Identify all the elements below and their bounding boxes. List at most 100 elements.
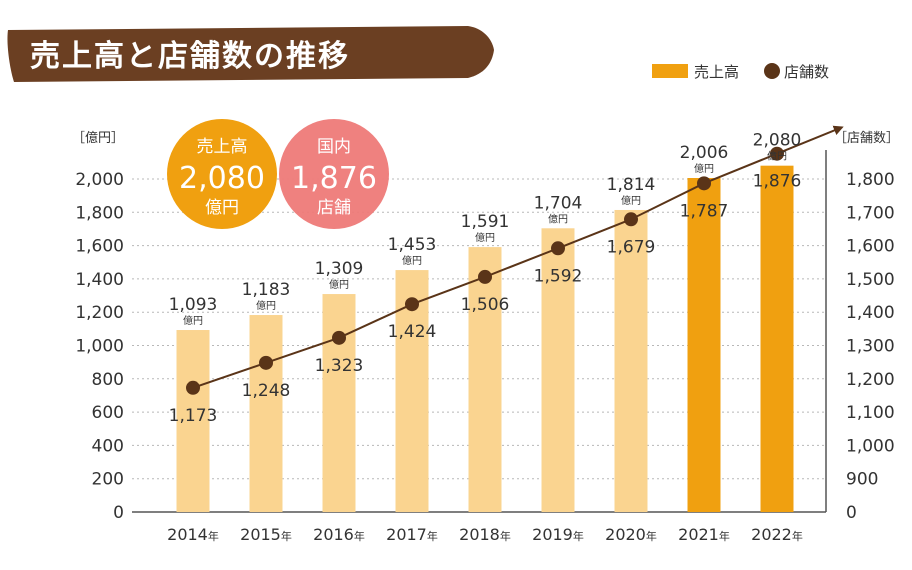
category-label-2016: 2016年: [313, 525, 365, 544]
sales-unit-label-2016: 億円: [329, 278, 349, 291]
sales-value-label-2021: 2,006: [680, 143, 729, 163]
highlight-stores-disc: [279, 119, 389, 229]
bar-2018: [468, 247, 502, 512]
legend: 売上高 店舗数: [652, 63, 829, 81]
right-tick-label: 900: [846, 470, 878, 490]
sales-value-label-2016: 1,309: [315, 259, 364, 279]
right-tick-label: 1,300: [846, 337, 895, 357]
stores-point-2021: [697, 176, 711, 191]
left-tick-label: 200: [92, 470, 124, 490]
highlight-stores-label: 国内: [317, 137, 351, 157]
title-banner: 売上高と店舗数の推移: [7, 26, 495, 82]
sales-unit-label-2019: 億円: [548, 212, 568, 225]
highlight-stores-value: 1,876: [291, 161, 377, 196]
right-axis-unit: ［店舗数］: [834, 131, 899, 146]
right-tick-label: 1,200: [846, 370, 895, 390]
stores-value-label-2018: 1,506: [461, 295, 510, 315]
left-tick-label: 2,000: [75, 170, 124, 190]
left-tick-label: 800: [92, 370, 124, 390]
highlight-sales-disc: [167, 119, 277, 229]
sales-unit-label-2015: 億円: [256, 299, 276, 312]
bar-2019: [541, 228, 575, 512]
category-label-2017: 2017年: [386, 525, 438, 544]
stores-point-2018: [478, 269, 492, 284]
category-label-2021: 2021年: [678, 525, 730, 544]
category-label-2015: 2015年: [240, 525, 292, 544]
bar-2020: [614, 209, 648, 512]
stores-point-2015: [259, 355, 273, 370]
sales-value-label-2020: 1,814: [607, 175, 656, 195]
axis-ticks: 0 200 400 600 800 1,000 1,200 1,400 1,600 1,800 2,…: [75, 170, 894, 523]
right-tick-label: 1,000: [846, 436, 895, 456]
stores-point-2022: [770, 146, 784, 161]
sales-value-label-2018: 1,591: [461, 212, 510, 232]
stores-value-label-2015: 1,248: [242, 381, 291, 401]
legend-sales-label: 売上高: [694, 63, 739, 81]
title-banner-shape: [7, 26, 495, 82]
highlight-stores-circle: 国内 1,876 店舗: [279, 119, 389, 229]
bar-2016: [322, 294, 356, 512]
value-labels: 1,093億円1,183億円1,309億円1,453億円1,591億円1,704…: [169, 131, 802, 426]
category-label-2014: 2014年: [167, 525, 219, 544]
stores-point-2017: [405, 297, 419, 312]
stores-value-label-2017: 1,424: [388, 322, 437, 342]
left-tick-label: 1,600: [75, 237, 124, 257]
stores-line: [186, 125, 844, 395]
right-tick-label: 1,500: [846, 270, 895, 290]
category-label-2022: 2022年: [751, 525, 803, 544]
sales-value-label-2017: 1,453: [388, 235, 437, 255]
sales-value-label-2015: 1,183: [242, 280, 291, 300]
sales-unit-label-2014: 億円: [183, 314, 203, 327]
right-tick-label: 1,700: [846, 203, 895, 223]
stores-point-2016: [332, 330, 346, 345]
stores-value-label-2016: 1,323: [315, 356, 364, 376]
left-tick-label: 0: [113, 503, 124, 523]
sales-unit-label-2017: 億円: [402, 254, 422, 267]
left-tick-label: 1,200: [75, 303, 124, 323]
right-tick-label: 0: [846, 503, 857, 523]
stores-value-label-2020: 1,679: [607, 237, 656, 257]
left-axis-unit: ［億円］: [72, 130, 124, 146]
stores-value-label-2019: 1,592: [534, 266, 583, 286]
chart-title: 売上高と店舗数の推移: [30, 39, 350, 74]
highlight-sales-circle: 売上高 2,080 億円: [167, 119, 277, 229]
category-label-2018: 2018年: [459, 525, 511, 544]
category-label-2019: 2019年: [532, 525, 584, 544]
sales-value-label-2014: 1,093: [169, 295, 218, 315]
left-tick-label: 1,800: [75, 203, 124, 223]
bar-2022: [760, 165, 794, 512]
stores-point-2014: [186, 380, 200, 395]
bar-2014: [176, 330, 210, 512]
right-tick-label: 1,800: [846, 170, 895, 190]
left-tick-label: 1,400: [75, 270, 124, 290]
sales-unit-label-2018: 億円: [475, 231, 495, 244]
stores-value-label-2014: 1,173: [169, 406, 218, 426]
stores-value-label-2022: 1,876: [753, 172, 802, 192]
stores-point-2019: [551, 241, 565, 256]
bar-2015: [249, 315, 283, 512]
sales-value-label-2022: 2,080: [753, 131, 802, 151]
right-tick-label: 1,600: [846, 237, 895, 257]
category-label-2020: 2020年: [605, 525, 657, 544]
sales-unit-label-2022: 億円: [767, 150, 787, 163]
right-tick-label: 1,400: [846, 303, 895, 323]
sales-unit-label-2020: 億円: [621, 194, 641, 207]
trend-arrow: [776, 125, 844, 155]
category-axis: 2014年 2015年 2016年 2017年 2018年 2019年 2020年 2021年…: [167, 525, 803, 544]
legend-stores-marker: [764, 63, 780, 79]
highlight-sales-value: 2,080: [179, 161, 265, 196]
sales-value-label-2019: 1,704: [534, 193, 583, 213]
stores-point-2020: [624, 212, 638, 227]
left-tick-label: 400: [92, 436, 124, 456]
bar-2021: [687, 178, 721, 512]
highlight-sales-label: 売上高: [197, 137, 248, 157]
left-tick-label: 1,000: [75, 337, 124, 357]
legend-sales-swatch: [652, 64, 688, 78]
sales-unit-label-2021: 億円: [694, 162, 714, 175]
highlight-stores-unit: 店舗: [317, 198, 351, 218]
highlight-sales-unit: 億円: [205, 198, 239, 218]
left-tick-label: 600: [92, 403, 124, 423]
legend-stores-label: 店舗数: [784, 63, 829, 81]
right-tick-label: 1,100: [846, 403, 895, 423]
